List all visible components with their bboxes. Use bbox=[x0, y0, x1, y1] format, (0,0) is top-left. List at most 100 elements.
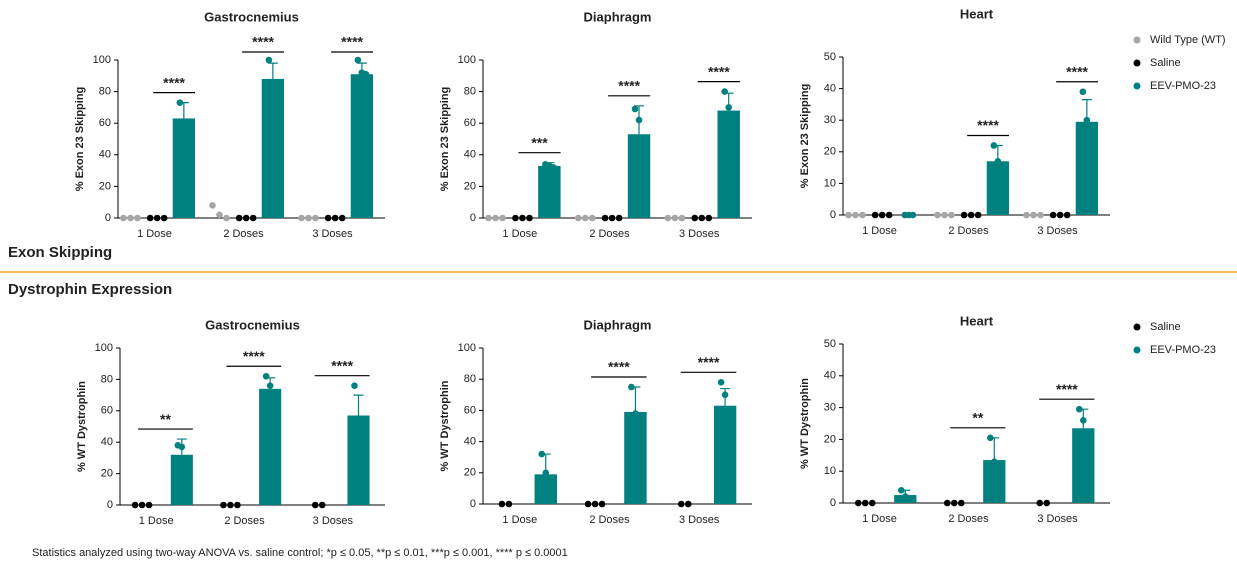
data-point bbox=[664, 214, 672, 222]
data-point bbox=[153, 214, 161, 222]
y-axis-label: % WT Dystrophin bbox=[799, 378, 811, 469]
footnote: Statistics analyzed using two-way ANOVA … bbox=[32, 547, 568, 559]
significance-label: ** bbox=[160, 411, 171, 427]
data-point bbox=[298, 214, 305, 222]
data-point bbox=[265, 56, 273, 64]
data-point bbox=[266, 382, 274, 389]
x-tick-label: 1 Dose bbox=[862, 225, 897, 237]
data-point bbox=[990, 142, 998, 149]
data-point bbox=[1063, 211, 1071, 219]
x-tick-label: 2 Doses bbox=[589, 228, 630, 240]
y-tick-label: 0 bbox=[105, 212, 111, 224]
chart-title: Diaphragm bbox=[584, 317, 652, 332]
bar bbox=[1075, 121, 1098, 215]
data-point bbox=[184, 124, 192, 132]
y-tick-label: 30 bbox=[824, 402, 836, 414]
data-point bbox=[1084, 448, 1091, 456]
y-tick-label: 80 bbox=[99, 86, 111, 98]
data-point bbox=[1076, 405, 1083, 413]
data-point bbox=[678, 214, 686, 222]
data-point bbox=[725, 104, 732, 111]
y-axis-label: % WT Dystrophin bbox=[439, 380, 451, 471]
bar bbox=[170, 454, 193, 505]
data-point bbox=[359, 435, 366, 443]
data-point bbox=[608, 214, 616, 222]
significance-label: ** bbox=[972, 410, 983, 426]
data-point bbox=[249, 214, 257, 222]
y-tick-label: 80 bbox=[464, 373, 476, 385]
data-point bbox=[677, 500, 685, 508]
y-tick-label: 10 bbox=[824, 465, 836, 477]
data-point bbox=[1079, 88, 1087, 96]
data-point bbox=[209, 202, 216, 209]
section-label: Dystrophin Expression bbox=[8, 281, 172, 298]
bar bbox=[534, 474, 557, 504]
y-tick-label: 60 bbox=[464, 404, 476, 416]
bar bbox=[259, 388, 282, 505]
data-point bbox=[338, 214, 346, 222]
data-point bbox=[526, 214, 533, 222]
data-point bbox=[331, 214, 339, 222]
significance-label: **** bbox=[618, 78, 640, 94]
y-tick-label: 20 bbox=[824, 433, 836, 445]
significance-label: **** bbox=[1066, 63, 1088, 79]
data-point bbox=[632, 410, 639, 417]
data-point bbox=[967, 211, 975, 219]
bar bbox=[717, 110, 740, 218]
data-point bbox=[584, 500, 592, 508]
data-point bbox=[311, 501, 319, 509]
data-point bbox=[262, 372, 270, 380]
y-tick-label: 10 bbox=[824, 177, 836, 189]
data-point bbox=[574, 214, 582, 222]
data-point bbox=[636, 430, 643, 438]
y-tick-label: 60 bbox=[464, 117, 476, 129]
legend-marker bbox=[1133, 346, 1141, 354]
x-tick-label: 2 Doses bbox=[224, 515, 265, 527]
section-label: Exon Skipping bbox=[8, 244, 112, 261]
data-point bbox=[898, 486, 905, 494]
data-point bbox=[588, 214, 596, 222]
data-point bbox=[941, 211, 948, 219]
x-tick-label: 1 Dose bbox=[139, 515, 174, 527]
x-tick-label: 3 Doses bbox=[1037, 513, 1078, 525]
y-tick-label: 20 bbox=[464, 180, 476, 192]
y-tick-label: 50 bbox=[824, 51, 836, 63]
bar bbox=[347, 415, 370, 505]
data-point bbox=[499, 214, 506, 222]
y-tick-label: 20 bbox=[101, 468, 113, 480]
data-point bbox=[505, 500, 513, 508]
data-point bbox=[180, 119, 188, 127]
bar bbox=[627, 134, 651, 218]
data-point bbox=[906, 494, 913, 502]
data-point bbox=[1080, 417, 1087, 424]
data-point bbox=[351, 382, 358, 389]
significance-label: **** bbox=[608, 359, 630, 375]
y-tick-label: 60 bbox=[101, 405, 113, 417]
y-axis-label: % Exon 23 Skipping bbox=[74, 87, 86, 192]
significance-label: **** bbox=[698, 354, 720, 370]
bar bbox=[986, 161, 1009, 215]
data-point bbox=[852, 211, 859, 219]
error-bar bbox=[353, 394, 364, 416]
y-tick-label: 0 bbox=[830, 209, 836, 221]
significance-label: **** bbox=[977, 117, 999, 133]
data-point bbox=[1049, 211, 1057, 219]
data-point bbox=[324, 214, 332, 222]
bar bbox=[713, 405, 737, 504]
x-tick-label: 3 Doses bbox=[312, 228, 353, 240]
bar bbox=[538, 165, 561, 218]
data-point bbox=[1083, 116, 1091, 124]
data-point bbox=[270, 398, 278, 405]
data-point bbox=[1043, 499, 1051, 507]
data-point bbox=[519, 214, 526, 222]
data-point bbox=[845, 211, 852, 219]
chart-title: Heart bbox=[960, 6, 994, 21]
error-bar bbox=[630, 386, 641, 412]
data-point bbox=[705, 214, 713, 222]
data-point bbox=[1056, 211, 1064, 219]
data-point bbox=[223, 214, 230, 222]
y-tick-label: 100 bbox=[458, 54, 476, 66]
y-tick-label: 50 bbox=[824, 338, 836, 350]
data-point bbox=[991, 458, 998, 465]
significance-label: **** bbox=[341, 34, 363, 50]
